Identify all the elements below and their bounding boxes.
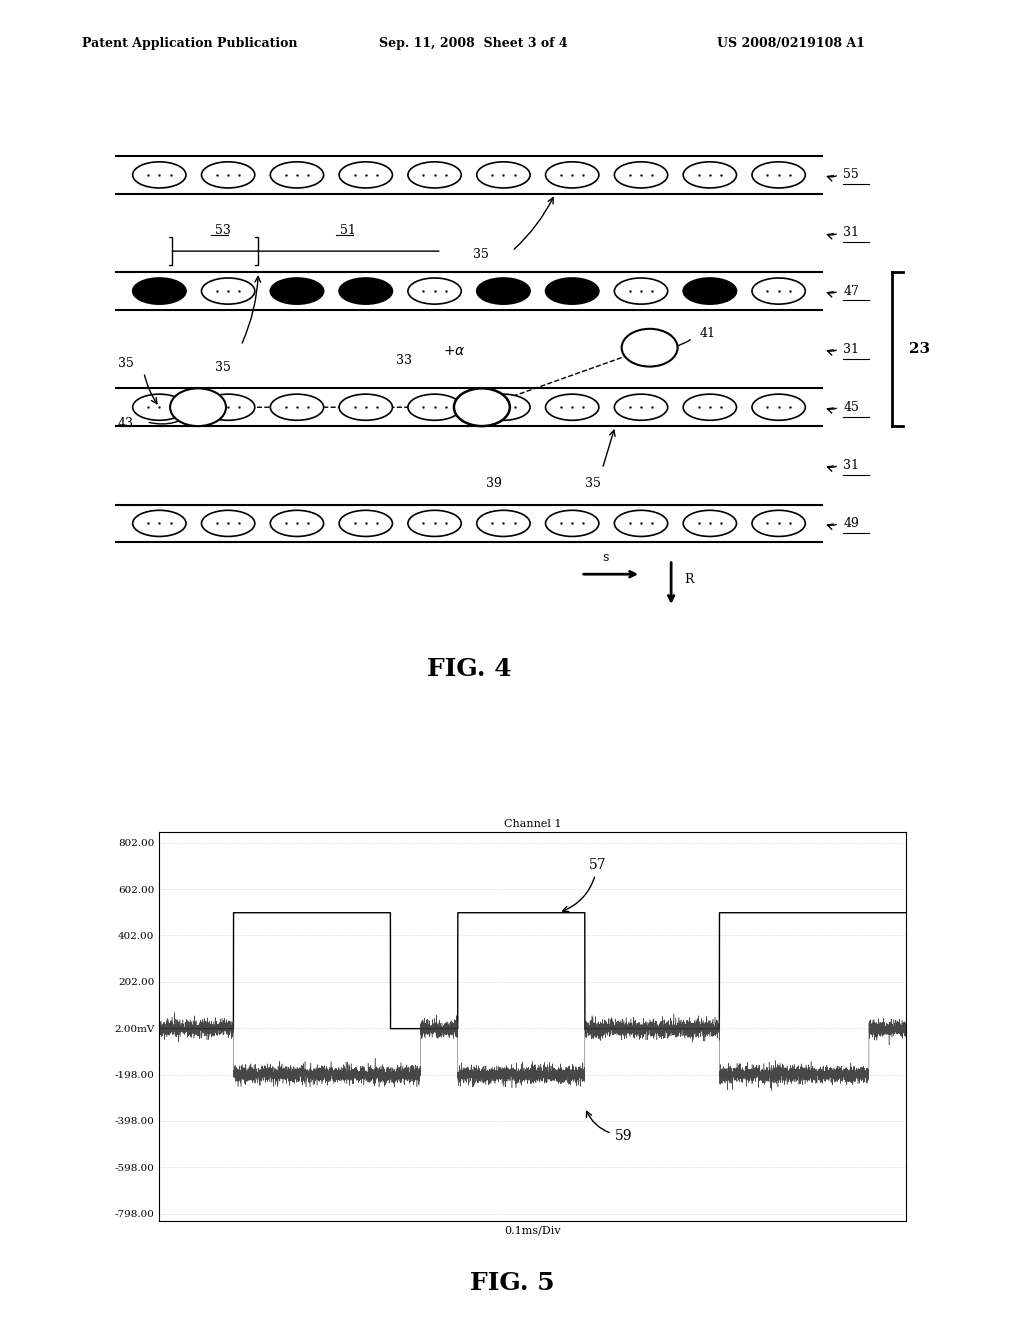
Text: 39: 39: [486, 477, 502, 490]
Ellipse shape: [339, 395, 392, 420]
Ellipse shape: [202, 511, 255, 536]
Text: Sep. 11, 2008  Sheet 3 of 4: Sep. 11, 2008 Sheet 3 of 4: [379, 37, 567, 50]
Ellipse shape: [170, 388, 226, 426]
Ellipse shape: [339, 162, 392, 187]
Ellipse shape: [614, 162, 668, 187]
Ellipse shape: [454, 388, 510, 426]
Text: 33: 33: [396, 354, 412, 367]
Ellipse shape: [270, 162, 324, 187]
Ellipse shape: [614, 395, 668, 420]
Text: 49: 49: [843, 517, 859, 529]
X-axis label: 0.1ms/Div: 0.1ms/Div: [504, 1225, 561, 1236]
Ellipse shape: [683, 511, 736, 536]
Text: 55: 55: [843, 169, 859, 181]
Ellipse shape: [683, 279, 736, 304]
Text: 31: 31: [843, 459, 859, 471]
Text: 47: 47: [843, 285, 859, 297]
Ellipse shape: [270, 511, 324, 536]
Ellipse shape: [339, 511, 392, 536]
Ellipse shape: [752, 162, 805, 187]
Text: 31: 31: [843, 343, 859, 355]
Ellipse shape: [408, 162, 461, 187]
Ellipse shape: [133, 511, 186, 536]
Text: R: R: [684, 573, 693, 586]
Text: 57: 57: [562, 858, 606, 912]
Text: 35: 35: [585, 477, 601, 490]
Text: 41: 41: [699, 326, 716, 339]
Text: Patent Application Publication: Patent Application Publication: [82, 37, 297, 50]
Ellipse shape: [339, 279, 392, 304]
Text: 23: 23: [909, 342, 931, 356]
Text: $+\alpha$: $+\alpha$: [443, 343, 466, 358]
Text: 31: 31: [843, 227, 859, 239]
Text: 35: 35: [473, 248, 489, 261]
Text: 51: 51: [340, 224, 356, 238]
Ellipse shape: [614, 511, 668, 536]
Ellipse shape: [546, 279, 599, 304]
Text: s: s: [602, 552, 608, 564]
Ellipse shape: [133, 395, 186, 420]
Ellipse shape: [133, 279, 186, 304]
Ellipse shape: [546, 395, 599, 420]
Ellipse shape: [546, 162, 599, 187]
Text: FIG. 5: FIG. 5: [470, 1271, 554, 1295]
Text: 53: 53: [215, 224, 231, 238]
Text: 45: 45: [843, 401, 859, 413]
Ellipse shape: [408, 511, 461, 536]
Ellipse shape: [202, 395, 255, 420]
Ellipse shape: [477, 395, 530, 420]
Ellipse shape: [614, 279, 668, 304]
Text: 59: 59: [587, 1111, 632, 1143]
Ellipse shape: [202, 279, 255, 304]
Text: 35: 35: [215, 360, 231, 374]
Ellipse shape: [683, 395, 736, 420]
Ellipse shape: [752, 279, 805, 304]
Ellipse shape: [133, 162, 186, 187]
Ellipse shape: [683, 162, 736, 187]
Ellipse shape: [270, 395, 324, 420]
Ellipse shape: [202, 162, 255, 187]
Ellipse shape: [546, 511, 599, 536]
Ellipse shape: [408, 279, 461, 304]
Text: US 2008/0219108 A1: US 2008/0219108 A1: [717, 37, 864, 50]
Ellipse shape: [752, 395, 805, 420]
Ellipse shape: [408, 395, 461, 420]
Ellipse shape: [477, 279, 530, 304]
Ellipse shape: [622, 329, 678, 367]
Text: 43: 43: [118, 417, 134, 430]
Ellipse shape: [752, 511, 805, 536]
Title: Channel 1: Channel 1: [504, 820, 561, 829]
Ellipse shape: [270, 279, 324, 304]
Text: 35: 35: [118, 358, 134, 370]
Ellipse shape: [477, 162, 530, 187]
Text: FIG. 4: FIG. 4: [427, 656, 511, 681]
Ellipse shape: [477, 511, 530, 536]
